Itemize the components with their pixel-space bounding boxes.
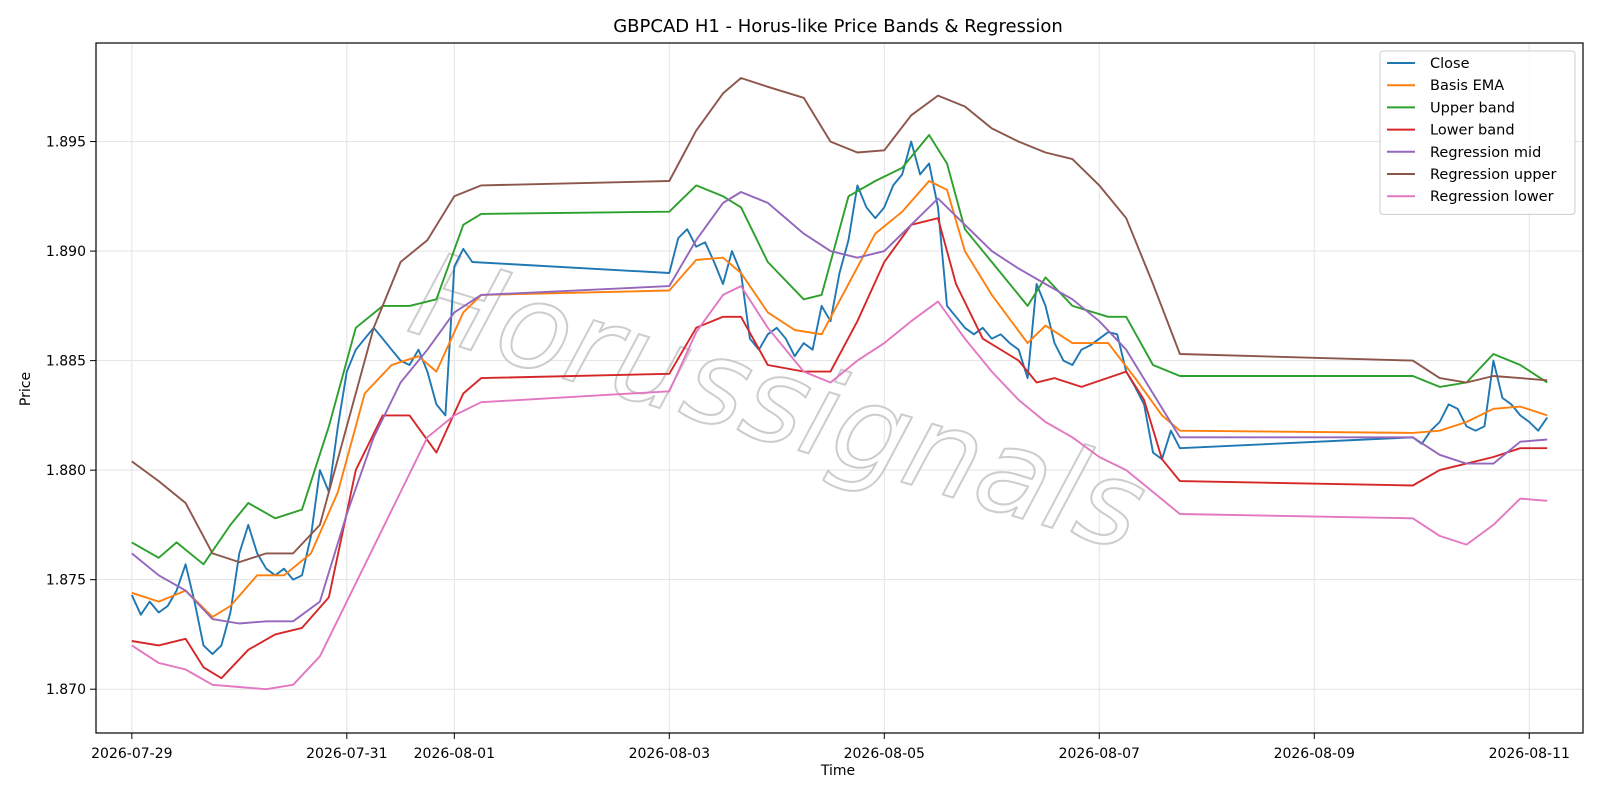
y-tick-label: 1.880 xyxy=(46,463,86,479)
y-tick-label: 1.885 xyxy=(46,354,86,370)
series-line-regression-mid xyxy=(131,191,1548,625)
x-axis: 2026-07-29 2026-07-31 2026-08-01 2026-08-03… xyxy=(91,733,1570,762)
x-tick-label: 2026-08-07 xyxy=(1059,746,1140,762)
x-axis-label: Time xyxy=(820,763,855,779)
y-tick-label: 1.875 xyxy=(46,573,86,589)
x-tick-label: 2026-07-29 xyxy=(91,746,172,762)
x-tick-label: 2026-08-05 xyxy=(844,746,925,762)
series-line-regression-lower xyxy=(131,285,1548,691)
y-tick-label: 1.890 xyxy=(46,244,86,260)
series-line-regression-upper xyxy=(131,77,1548,564)
x-tick-label: 2026-08-11 xyxy=(1489,746,1570,762)
x-tick-label: 2026-07-31 xyxy=(306,746,387,762)
series-line-lower-band xyxy=(131,217,1548,680)
series-line-upper-band xyxy=(131,134,1548,566)
legend-label-close: Close xyxy=(1430,56,1470,72)
y-axis-label: Price xyxy=(18,372,34,406)
legend: Close Basis EMA Upper band Lower band Regres… xyxy=(1379,50,1576,215)
legend-label-basis-ema: Basis EMA xyxy=(1430,78,1504,94)
chart-title: GBPCAD H1 - Horus-like Price Bands & Reg… xyxy=(613,16,1063,37)
y-tick-label: 1.895 xyxy=(46,135,86,151)
legend-box xyxy=(1379,50,1576,215)
legend-label-regression-upper: Regression upper xyxy=(1430,167,1556,183)
plot-frame xyxy=(95,42,1584,734)
y-tick-label: 1.870 xyxy=(46,682,86,698)
legend-label-regression-mid: Regression mid xyxy=(1430,145,1541,161)
series-layer xyxy=(130,77,1548,691)
series-line-basis-ema xyxy=(131,180,1548,618)
series-line-close xyxy=(130,140,1548,656)
x-tick-label: 2026-08-01 xyxy=(414,746,495,762)
legend-label-lower-band: Lower band xyxy=(1430,123,1515,139)
x-tick-label: 2026-08-03 xyxy=(629,746,710,762)
x-tick-label: 2026-08-09 xyxy=(1274,746,1355,762)
legend-label-regression-lower: Regression lower xyxy=(1430,189,1554,205)
legend-label-upper-band: Upper band xyxy=(1430,100,1515,116)
y-axis: 1.870 1.875 1.880 1.885 1.890 1.895 xyxy=(46,135,96,698)
